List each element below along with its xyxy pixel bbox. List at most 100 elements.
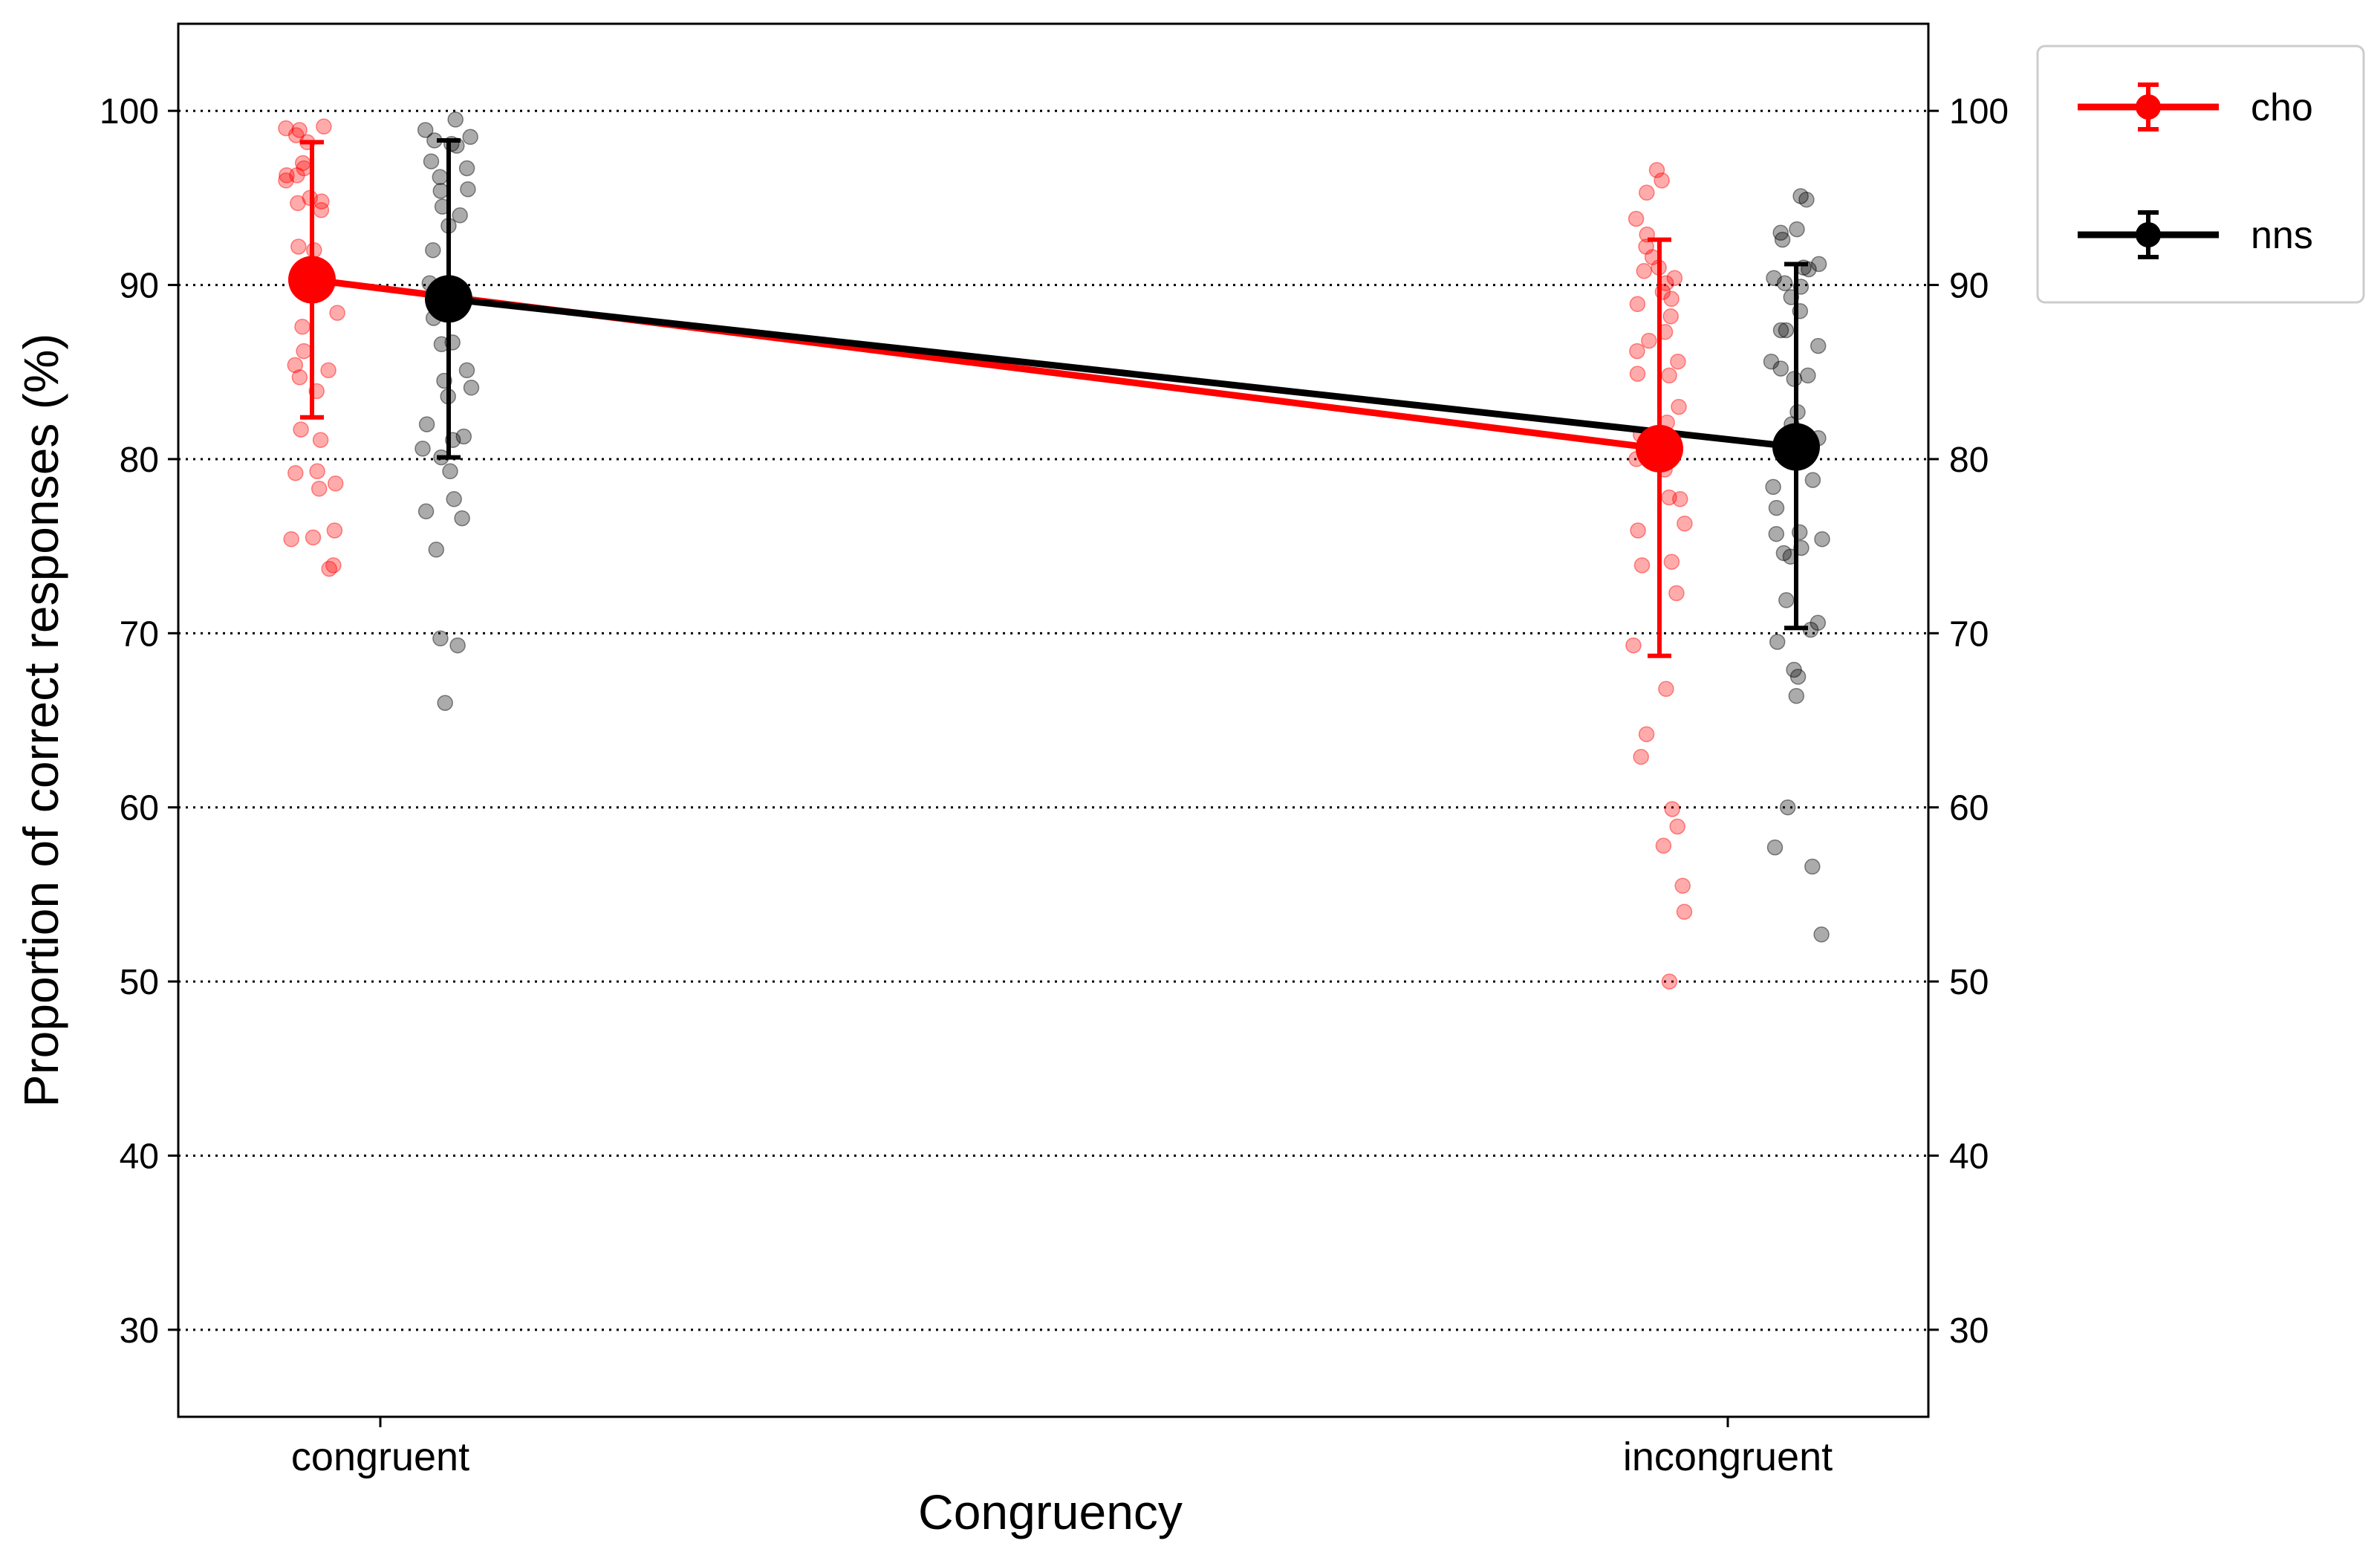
- data-point-nns: [1779, 799, 1796, 816]
- data-point-nns: [432, 169, 449, 186]
- data-point-cho: [1625, 637, 1642, 654]
- data-point-nns: [1810, 256, 1827, 273]
- data-point-cho: [1661, 367, 1677, 384]
- data-point-nns: [418, 416, 435, 432]
- y-tick-label-left: 100: [100, 92, 159, 132]
- data-point-cho: [1677, 515, 1693, 532]
- data-point-cho: [287, 127, 305, 143]
- data-point-cho: [279, 167, 295, 184]
- data-point-cho: [1638, 726, 1655, 742]
- data-point-nns: [1788, 687, 1805, 704]
- y-tick-label-left: 80: [120, 441, 159, 480]
- data-point-nns: [1768, 499, 1785, 516]
- data-point-cho: [278, 172, 294, 189]
- y-tick-label-right: 100: [1949, 92, 2009, 132]
- data-point-nns: [446, 491, 462, 507]
- data-point-nns: [1792, 188, 1809, 204]
- y-tick-label-left: 90: [120, 267, 159, 306]
- data-point-nns: [1804, 858, 1821, 875]
- data-point-cho: [278, 120, 294, 137]
- mean-marker-cho: [1636, 424, 1683, 473]
- data-point-nns: [458, 362, 475, 379]
- data-point-cho: [1661, 973, 1678, 990]
- data-point-cho: [312, 432, 329, 448]
- data-point-cho: [329, 305, 345, 321]
- data-point-nns: [1768, 525, 1785, 542]
- data-point-cho: [291, 369, 308, 386]
- data-point-cho: [1638, 238, 1654, 255]
- data-point-nns: [1772, 360, 1789, 377]
- mean-markers: [288, 256, 1820, 473]
- data-point-nns: [1774, 231, 1791, 248]
- y-tick-label-left: 60: [120, 789, 159, 828]
- data-point-nns: [1778, 592, 1795, 608]
- mean-line-nns: [445, 295, 1800, 451]
- data-point-nns: [1772, 224, 1789, 241]
- data-point-nns: [1775, 545, 1792, 562]
- data-point-nns: [460, 181, 476, 198]
- y-axis-label: Proportion of correct responses (%): [13, 334, 68, 1108]
- y-tick-label-right: 40: [1949, 1137, 1989, 1176]
- data-point-cho: [1636, 263, 1653, 279]
- data-point-nns: [1769, 634, 1786, 650]
- data-point-cho: [1662, 308, 1679, 325]
- data-point-nns: [1786, 661, 1802, 678]
- mean-marker-nns: [1772, 423, 1820, 471]
- data-point-cho: [1633, 748, 1649, 765]
- data-point-cho: [309, 463, 325, 480]
- data-point-nns: [1813, 926, 1830, 943]
- x-tick-label-congruent: congruent: [291, 1435, 469, 1479]
- data-point-cho: [287, 464, 304, 481]
- data-point-cho: [1664, 801, 1680, 817]
- data-point-cho: [320, 362, 336, 379]
- data-point-nns: [1810, 337, 1827, 354]
- data-point-nns: [1798, 191, 1815, 208]
- data-point-cho: [1648, 162, 1665, 178]
- data-point-nns: [462, 129, 478, 146]
- data-point-cho: [291, 122, 308, 138]
- data-point-nns: [1763, 353, 1780, 370]
- data-point-nns: [1778, 322, 1795, 339]
- legend-box: [2036, 45, 2365, 304]
- data-point-nns: [463, 380, 480, 396]
- data-point-cho: [1663, 290, 1680, 308]
- data-point-nns: [1789, 669, 1807, 685]
- data-point-cho: [1670, 353, 1686, 370]
- data-point-cho: [1669, 818, 1685, 835]
- data-point-cho: [1658, 681, 1674, 698]
- mean-marker-nns: [425, 275, 472, 323]
- data-point-nns: [447, 111, 464, 128]
- data-point-cho: [313, 202, 330, 218]
- legend-marker-cho: [2136, 94, 2161, 120]
- y-tick-label-right: 60: [1949, 789, 1989, 828]
- data-point-cho: [1674, 877, 1691, 894]
- legend-label-cho: cho: [2251, 86, 2313, 129]
- data-point-cho: [305, 529, 322, 546]
- data-point-nns: [1772, 322, 1789, 339]
- x-axis-label: Congruency: [918, 1484, 1183, 1539]
- y-tick-label-left: 70: [120, 614, 159, 654]
- legend: cho nns: [2036, 45, 2365, 304]
- data-point-nns: [449, 637, 466, 654]
- axis-ticks: 30 30 40 40 50 50 60 60 70 70 80 80 90 90 100 100 congru…: [100, 92, 2009, 1479]
- y-tick-label-right: 70: [1949, 614, 1989, 654]
- y-tick-label-left: 30: [120, 1311, 159, 1351]
- data-point-cho: [1671, 398, 1687, 415]
- data-point-cho: [1654, 172, 1670, 189]
- data-point-nns: [452, 207, 468, 224]
- data-point-nns: [1800, 367, 1816, 384]
- data-point-cho: [1668, 585, 1685, 602]
- data-point-cho: [325, 557, 342, 574]
- data-point-nns: [432, 183, 449, 199]
- data-point-cho: [290, 238, 307, 255]
- data-point-nns: [1810, 614, 1827, 632]
- data-point-nns: [1804, 472, 1821, 488]
- data-point-nns: [414, 441, 431, 457]
- data-point-cho: [289, 167, 305, 184]
- data-point-nns: [423, 153, 440, 169]
- data-point-cho: [1663, 553, 1680, 570]
- data-point-nns: [1814, 530, 1830, 548]
- data-point-cho: [283, 530, 299, 548]
- data-point-cho: [1629, 296, 1646, 313]
